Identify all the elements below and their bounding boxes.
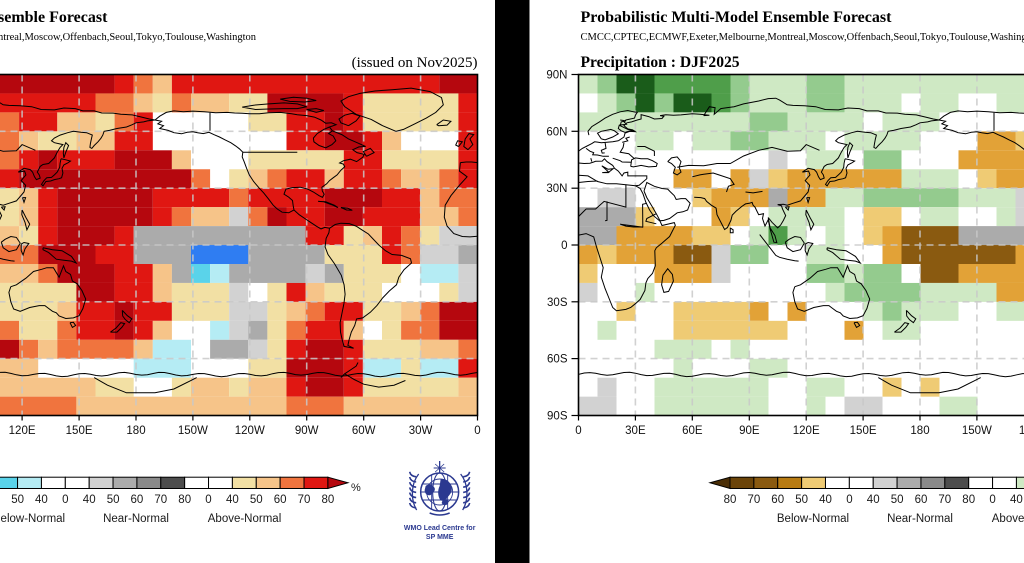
svg-text:80: 80 (724, 494, 737, 506)
svg-text:50: 50 (795, 494, 808, 506)
svg-text:Probabilistic Multi-Model Ense: Probabilistic Multi-Model Ensemble Forec… (581, 9, 893, 26)
svg-text:0: 0 (62, 494, 68, 506)
svg-text:%: % (351, 482, 361, 494)
svg-text:90S: 90S (547, 411, 568, 423)
svg-text:CMCC,CPTEC,ECMWF,Exeter,Melbou: CMCC,CPTEC,ECMWF,Exeter,Melbourne,Montre… (581, 32, 1024, 43)
svg-text:80: 80 (962, 494, 975, 506)
svg-text:60: 60 (274, 494, 287, 506)
svg-text:Precipitation : DJF2025: Precipitation : DJF2025 (581, 54, 740, 71)
svg-text:120W: 120W (235, 425, 265, 437)
svg-text:90W: 90W (295, 425, 319, 437)
svg-text:120E: 120E (9, 425, 36, 437)
svg-text:Below-Normal: Below-Normal (777, 513, 849, 525)
svg-text:(issued on Nov2025): (issued on Nov2025) (352, 55, 478, 71)
svg-text:180: 180 (126, 425, 145, 437)
svg-text:150E: 150E (66, 425, 93, 437)
svg-text:0: 0 (989, 494, 995, 506)
svg-text:60: 60 (131, 494, 144, 506)
svg-text:0: 0 (561, 240, 567, 252)
svg-text:40: 40 (83, 494, 96, 506)
svg-text:40: 40 (867, 494, 880, 506)
svg-text:90N: 90N (546, 70, 567, 82)
svg-text:Above-Normal: Above-Normal (992, 513, 1024, 525)
svg-text:40: 40 (1010, 494, 1023, 506)
svg-text:70: 70 (748, 494, 761, 506)
svg-text:150E: 150E (850, 425, 877, 437)
svg-text:60S: 60S (547, 354, 568, 366)
svg-text:30W: 30W (409, 425, 433, 437)
svg-text:80: 80 (322, 494, 335, 506)
svg-text:120W: 120W (1019, 425, 1024, 437)
svg-text:0: 0 (846, 494, 852, 506)
svg-text:SP MME: SP MME (426, 534, 454, 541)
svg-text:60E: 60E (682, 425, 703, 437)
svg-text:70: 70 (298, 494, 311, 506)
svg-text:50: 50 (11, 494, 24, 506)
svg-text:Above-Normal: Above-Normal (208, 513, 282, 525)
svg-text:150W: 150W (962, 425, 992, 437)
svg-text:120E: 120E (793, 425, 820, 437)
svg-text:30E: 30E (625, 425, 646, 437)
svg-text:Near-Normal: Near-Normal (103, 513, 169, 525)
svg-text:0: 0 (205, 494, 211, 506)
svg-text:60W: 60W (352, 425, 376, 437)
svg-text:90E: 90E (739, 425, 760, 437)
svg-text:30N: 30N (546, 183, 567, 195)
svg-text:50: 50 (250, 494, 263, 506)
svg-text:40: 40 (819, 494, 832, 506)
svg-text:Probabilistic Multi-Model Ense: Probabilistic Multi-Model Ensemble Forec… (0, 9, 108, 26)
svg-text:0: 0 (575, 425, 581, 437)
svg-text:60: 60 (771, 494, 784, 506)
svg-text:70: 70 (154, 494, 167, 506)
svg-text:WMO Lead Centre for: WMO Lead Centre for (404, 525, 476, 532)
svg-text:40: 40 (35, 494, 48, 506)
svg-text:30S: 30S (547, 297, 568, 309)
svg-text:Near-Normal: Near-Normal (887, 513, 953, 525)
svg-text:80: 80 (178, 494, 191, 506)
svg-text:40: 40 (226, 494, 239, 506)
svg-text:50: 50 (107, 494, 120, 506)
svg-text:50: 50 (891, 494, 904, 506)
svg-text:CMCC,CPTEC,ECMWF,Exeter,Melbou: CMCC,CPTEC,ECMWF,Exeter,Melbourne,Montre… (0, 32, 257, 43)
svg-text:60: 60 (915, 494, 928, 506)
svg-text:Below-Normal: Below-Normal (0, 513, 65, 525)
svg-text:60N: 60N (546, 126, 567, 138)
svg-text:70: 70 (938, 494, 951, 506)
svg-text:180: 180 (910, 425, 929, 437)
svg-text:0: 0 (474, 425, 480, 437)
svg-text:150W: 150W (178, 425, 208, 437)
